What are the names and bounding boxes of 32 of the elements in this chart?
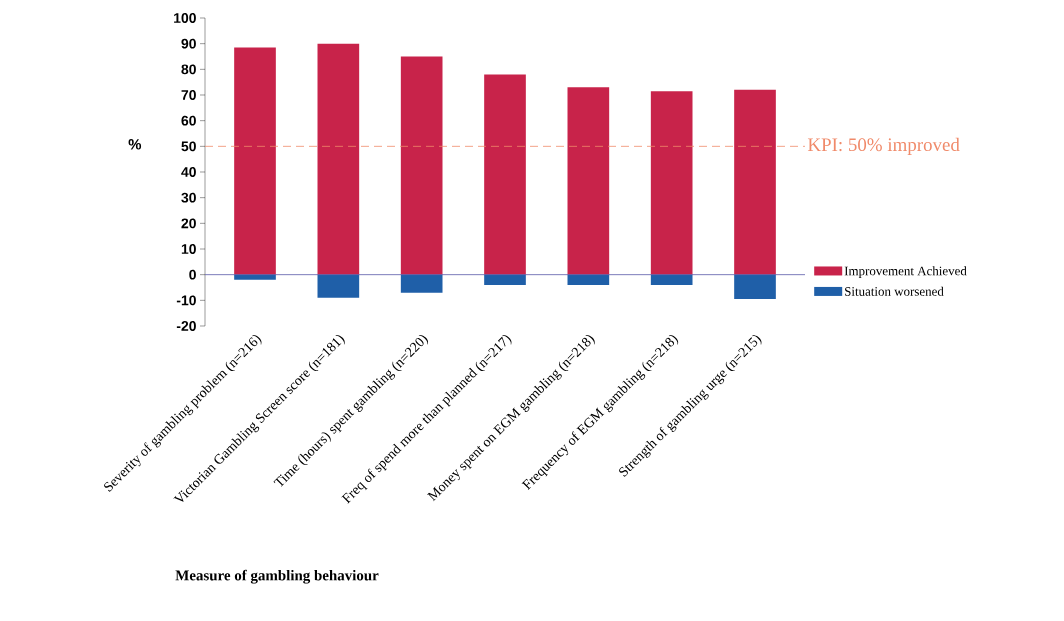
y-tick-label: 10	[181, 244, 196, 254]
y-tick-label: 0	[189, 269, 196, 280]
x-axis-title: Measure of gambling behaviour	[175, 569, 379, 584]
bar	[567, 87, 610, 275]
y-tick-label: 80	[181, 64, 196, 75]
bar	[484, 74, 526, 275]
y-tick-label: 60	[181, 115, 196, 126]
y-tick-label: 90	[181, 38, 196, 49]
legend-label: Situation worsened	[845, 286, 944, 296]
bar	[484, 274, 526, 285]
ref-line-label: KPI: 50% improved	[807, 137, 960, 155]
y-tick-label: -20	[176, 321, 196, 331]
y-tick-label: 20	[181, 218, 196, 229]
y-tick-label: 30	[181, 192, 196, 203]
bar	[650, 274, 693, 285]
bar	[400, 274, 443, 293]
bar	[234, 274, 276, 280]
bar	[400, 56, 443, 275]
bar	[734, 274, 776, 300]
bar	[650, 91, 693, 275]
y-tick-label: -10	[176, 295, 196, 306]
bar	[234, 47, 276, 275]
y-axis-title: %	[128, 139, 142, 150]
y-tick-label: 50	[181, 141, 196, 152]
bar	[317, 274, 360, 298]
bar	[567, 274, 610, 285]
y-tick-label: 100	[174, 13, 196, 23]
bar	[317, 43, 360, 275]
legend-label: Improvement Achieved	[844, 266, 967, 278]
bar	[734, 89, 776, 275]
y-tick-label: 70	[181, 90, 196, 100]
y-tick-label: 40	[181, 167, 196, 177]
